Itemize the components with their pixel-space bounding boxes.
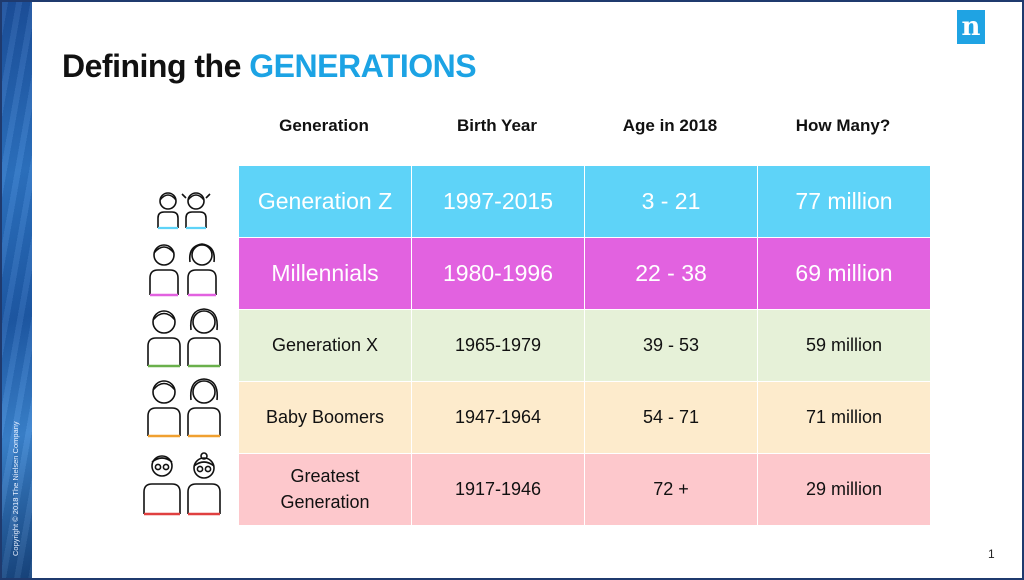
generations-table: Generation Z 1997-2015 3 - 21 77 million Mil… xyxy=(239,166,931,526)
millennials-adults-icon xyxy=(136,242,228,308)
gen-x-adults-icon xyxy=(136,308,228,374)
how-many-cell: 29 million xyxy=(758,454,930,525)
header-age: Age in 2018 xyxy=(622,116,718,135)
greatest-generation-elders-icon xyxy=(136,452,228,518)
copyright-text: Copyright © 2018 The Nielsen Company xyxy=(11,421,20,556)
birth-year-cell: 1980-1996 xyxy=(412,238,584,309)
table-row: Baby Boomers 1947-1964 54 - 71 71 million xyxy=(239,382,931,453)
generation-cell: Millennials xyxy=(239,238,411,309)
generation-cell: Generation Z xyxy=(239,166,411,237)
birth-year-cell: 1965-1979 xyxy=(412,310,584,381)
generation-cell: Greatest Generation xyxy=(239,454,411,525)
birth-year-cell: 1947-1964 xyxy=(412,382,584,453)
nielsen-logo: n xyxy=(957,10,985,44)
baby-boomers-adults-icon xyxy=(136,378,228,444)
age-cell: 54 - 71 xyxy=(585,382,757,453)
title-accent: GENERATIONS xyxy=(249,48,477,84)
age-cell: 3 - 21 xyxy=(585,166,757,237)
age-cell: 72 + xyxy=(585,454,757,525)
header-birth-year: Birth Year xyxy=(456,116,537,135)
birth-year-cell: 1917-1946 xyxy=(412,454,584,525)
how-many-cell: 69 million xyxy=(758,238,930,309)
birth-year-cell: 1997-2015 xyxy=(412,166,584,237)
how-many-cell: 77 million xyxy=(758,166,930,237)
page-number: 1 xyxy=(988,547,995,561)
header-how-many: How Many? xyxy=(795,116,891,135)
generation-cell: Generation X xyxy=(239,310,411,381)
table-row: Generation Z 1997-2015 3 - 21 77 million xyxy=(239,166,931,237)
generation-cell: Baby Boomers xyxy=(239,382,411,453)
age-cell: 39 - 53 xyxy=(585,310,757,381)
table-row: Greatest Generation 1917-1946 72 +29 milli… xyxy=(239,454,931,525)
how-many-cell: 71 million xyxy=(758,382,930,453)
gen-z-children-icon xyxy=(136,188,228,254)
table-row: Generation X 1965-1979 39 - 53 59 million xyxy=(239,310,931,381)
age-cell: 22 - 38 xyxy=(585,238,757,309)
title-prefix: Defining the xyxy=(62,48,241,84)
header-generation: Generation xyxy=(279,116,369,135)
table-row: Millennials 1980-1996 22 - 38 69 million xyxy=(239,238,931,309)
slide-title: Defining the GENERATIONS xyxy=(62,48,477,85)
sidebar-band: Copyright © 2018 The Nielsen Company xyxy=(2,2,32,578)
how-many-cell: 59 million xyxy=(758,310,930,381)
